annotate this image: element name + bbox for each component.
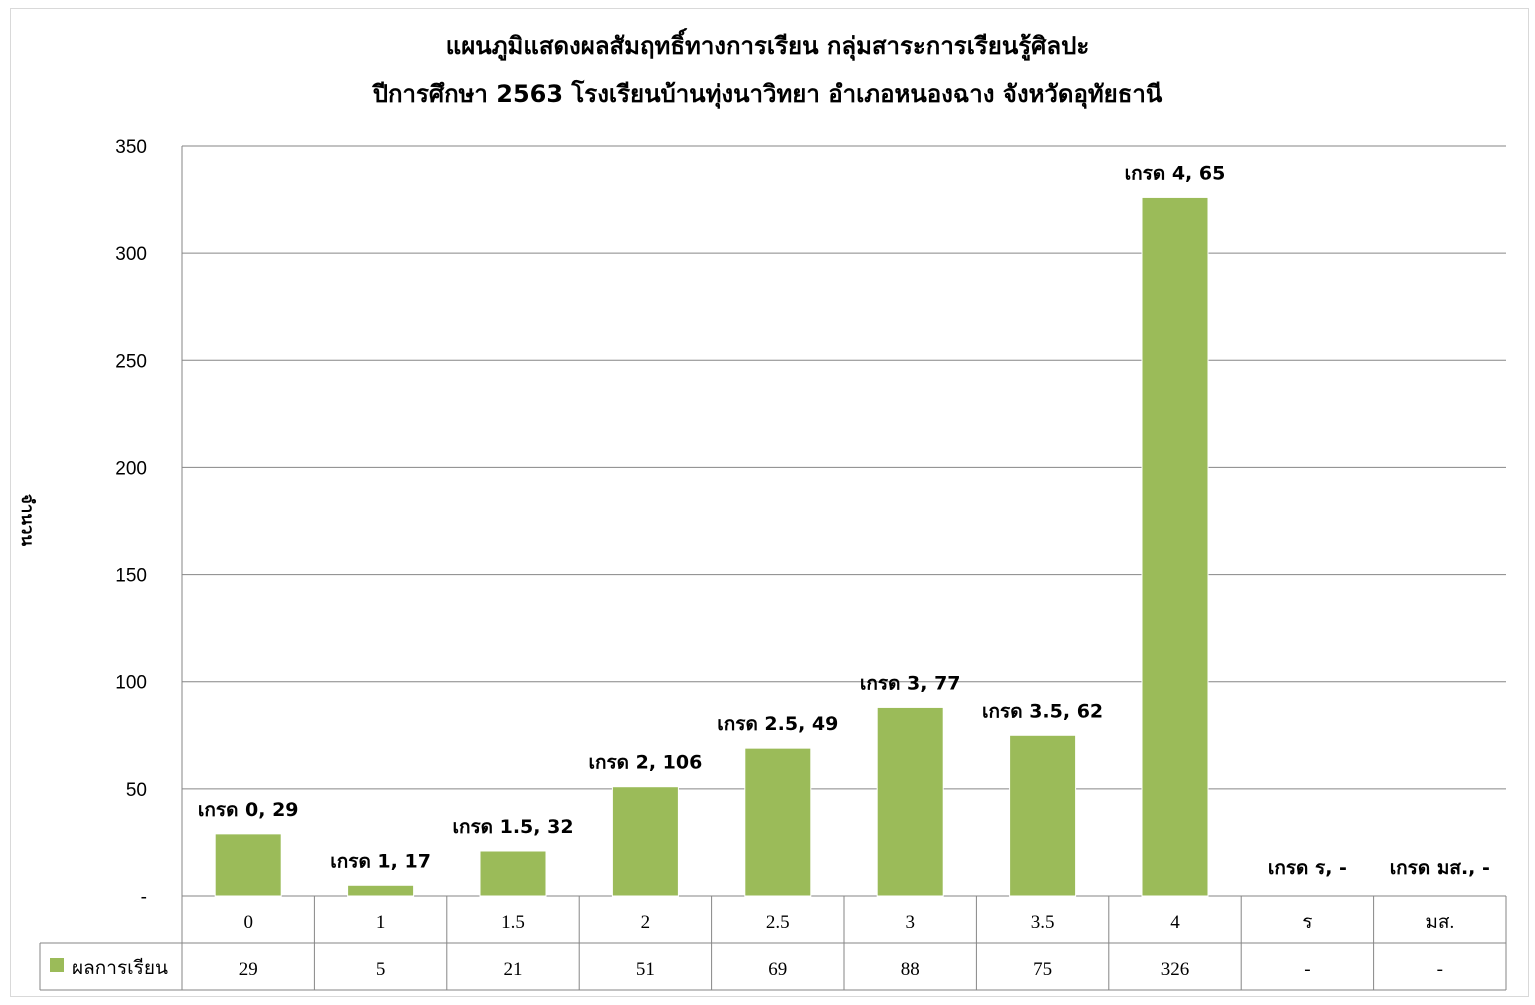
data-label: เกรด 1.5, 32 <box>452 816 573 838</box>
data-label: เกรด ร, - <box>1268 857 1347 879</box>
y-tick-label: 50 <box>126 780 147 801</box>
table-cell-value: - <box>1437 959 1443 980</box>
x-category-label: 0 <box>243 912 253 933</box>
chart-frame <box>10 8 1529 997</box>
table-cell-value: 88 <box>901 959 920 980</box>
y-tick-label: 300 <box>115 244 147 265</box>
table-cell-value: 69 <box>768 959 787 980</box>
bar <box>479 850 547 897</box>
table-cell-value: - <box>1304 959 1310 980</box>
data-label: เกรด 4, 65 <box>1125 162 1226 184</box>
data-label: เกรด มส., - <box>1390 857 1490 879</box>
y-tick-label: - <box>141 887 147 908</box>
x-category-label: 1.5 <box>501 912 525 933</box>
y-tick-label: 100 <box>115 673 147 694</box>
chart-subtitle: ปีการศึกษา 2563 โรงเรียนบ้านทุ่งนาวิทยา … <box>372 80 1163 108</box>
table-cell-value: 21 <box>504 959 523 980</box>
table-cell-value: 75 <box>1033 959 1052 980</box>
data-label: เกรด 3.5, 62 <box>982 700 1103 722</box>
bar <box>1009 734 1077 897</box>
y-tick-label: 150 <box>115 566 147 587</box>
legend-series-name: ผลการเรียน <box>72 957 168 979</box>
data-label: เกรด 3, 77 <box>860 672 961 694</box>
x-category-label: 4 <box>1170 912 1180 933</box>
bar <box>611 786 679 897</box>
data-label: เกรด 0, 29 <box>198 799 299 821</box>
data-label: เกรด 2.5, 49 <box>717 713 838 735</box>
data-label: เกรด 2, 106 <box>588 752 702 774</box>
table-cell-value: 51 <box>636 959 655 980</box>
data-label: เกรด 1, 17 <box>330 850 431 872</box>
legend-swatch <box>50 958 64 972</box>
bar <box>876 706 944 897</box>
x-category-label: ร <box>1302 912 1312 933</box>
x-category-label: 3.5 <box>1031 912 1055 933</box>
table-cell-value: 5 <box>376 959 386 980</box>
x-category-label: 2 <box>641 912 651 933</box>
table-cell-value: 326 <box>1161 959 1190 980</box>
bar <box>347 884 415 897</box>
x-category-label: 2.5 <box>766 912 790 933</box>
y-tick-label: 250 <box>115 351 147 372</box>
x-category-label: มส. <box>1425 912 1454 933</box>
y-tick-label: 200 <box>115 458 147 479</box>
chart-title: แผนภูมิแสดงผลสัมฤทธิ์ทางการเรียน กลุ่มสา… <box>445 32 1090 60</box>
y-tick-label: 350 <box>115 137 147 158</box>
table-cell-value: 29 <box>239 959 258 980</box>
bar <box>1141 196 1209 897</box>
bar <box>214 833 282 897</box>
bar <box>744 747 812 897</box>
x-category-label: 1 <box>376 912 386 933</box>
x-category-label: 3 <box>905 912 915 933</box>
